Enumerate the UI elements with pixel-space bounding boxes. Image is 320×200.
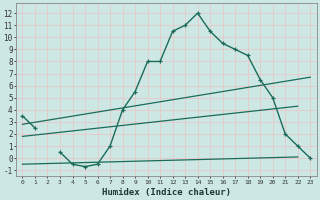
X-axis label: Humidex (Indice chaleur): Humidex (Indice chaleur)	[102, 188, 231, 197]
